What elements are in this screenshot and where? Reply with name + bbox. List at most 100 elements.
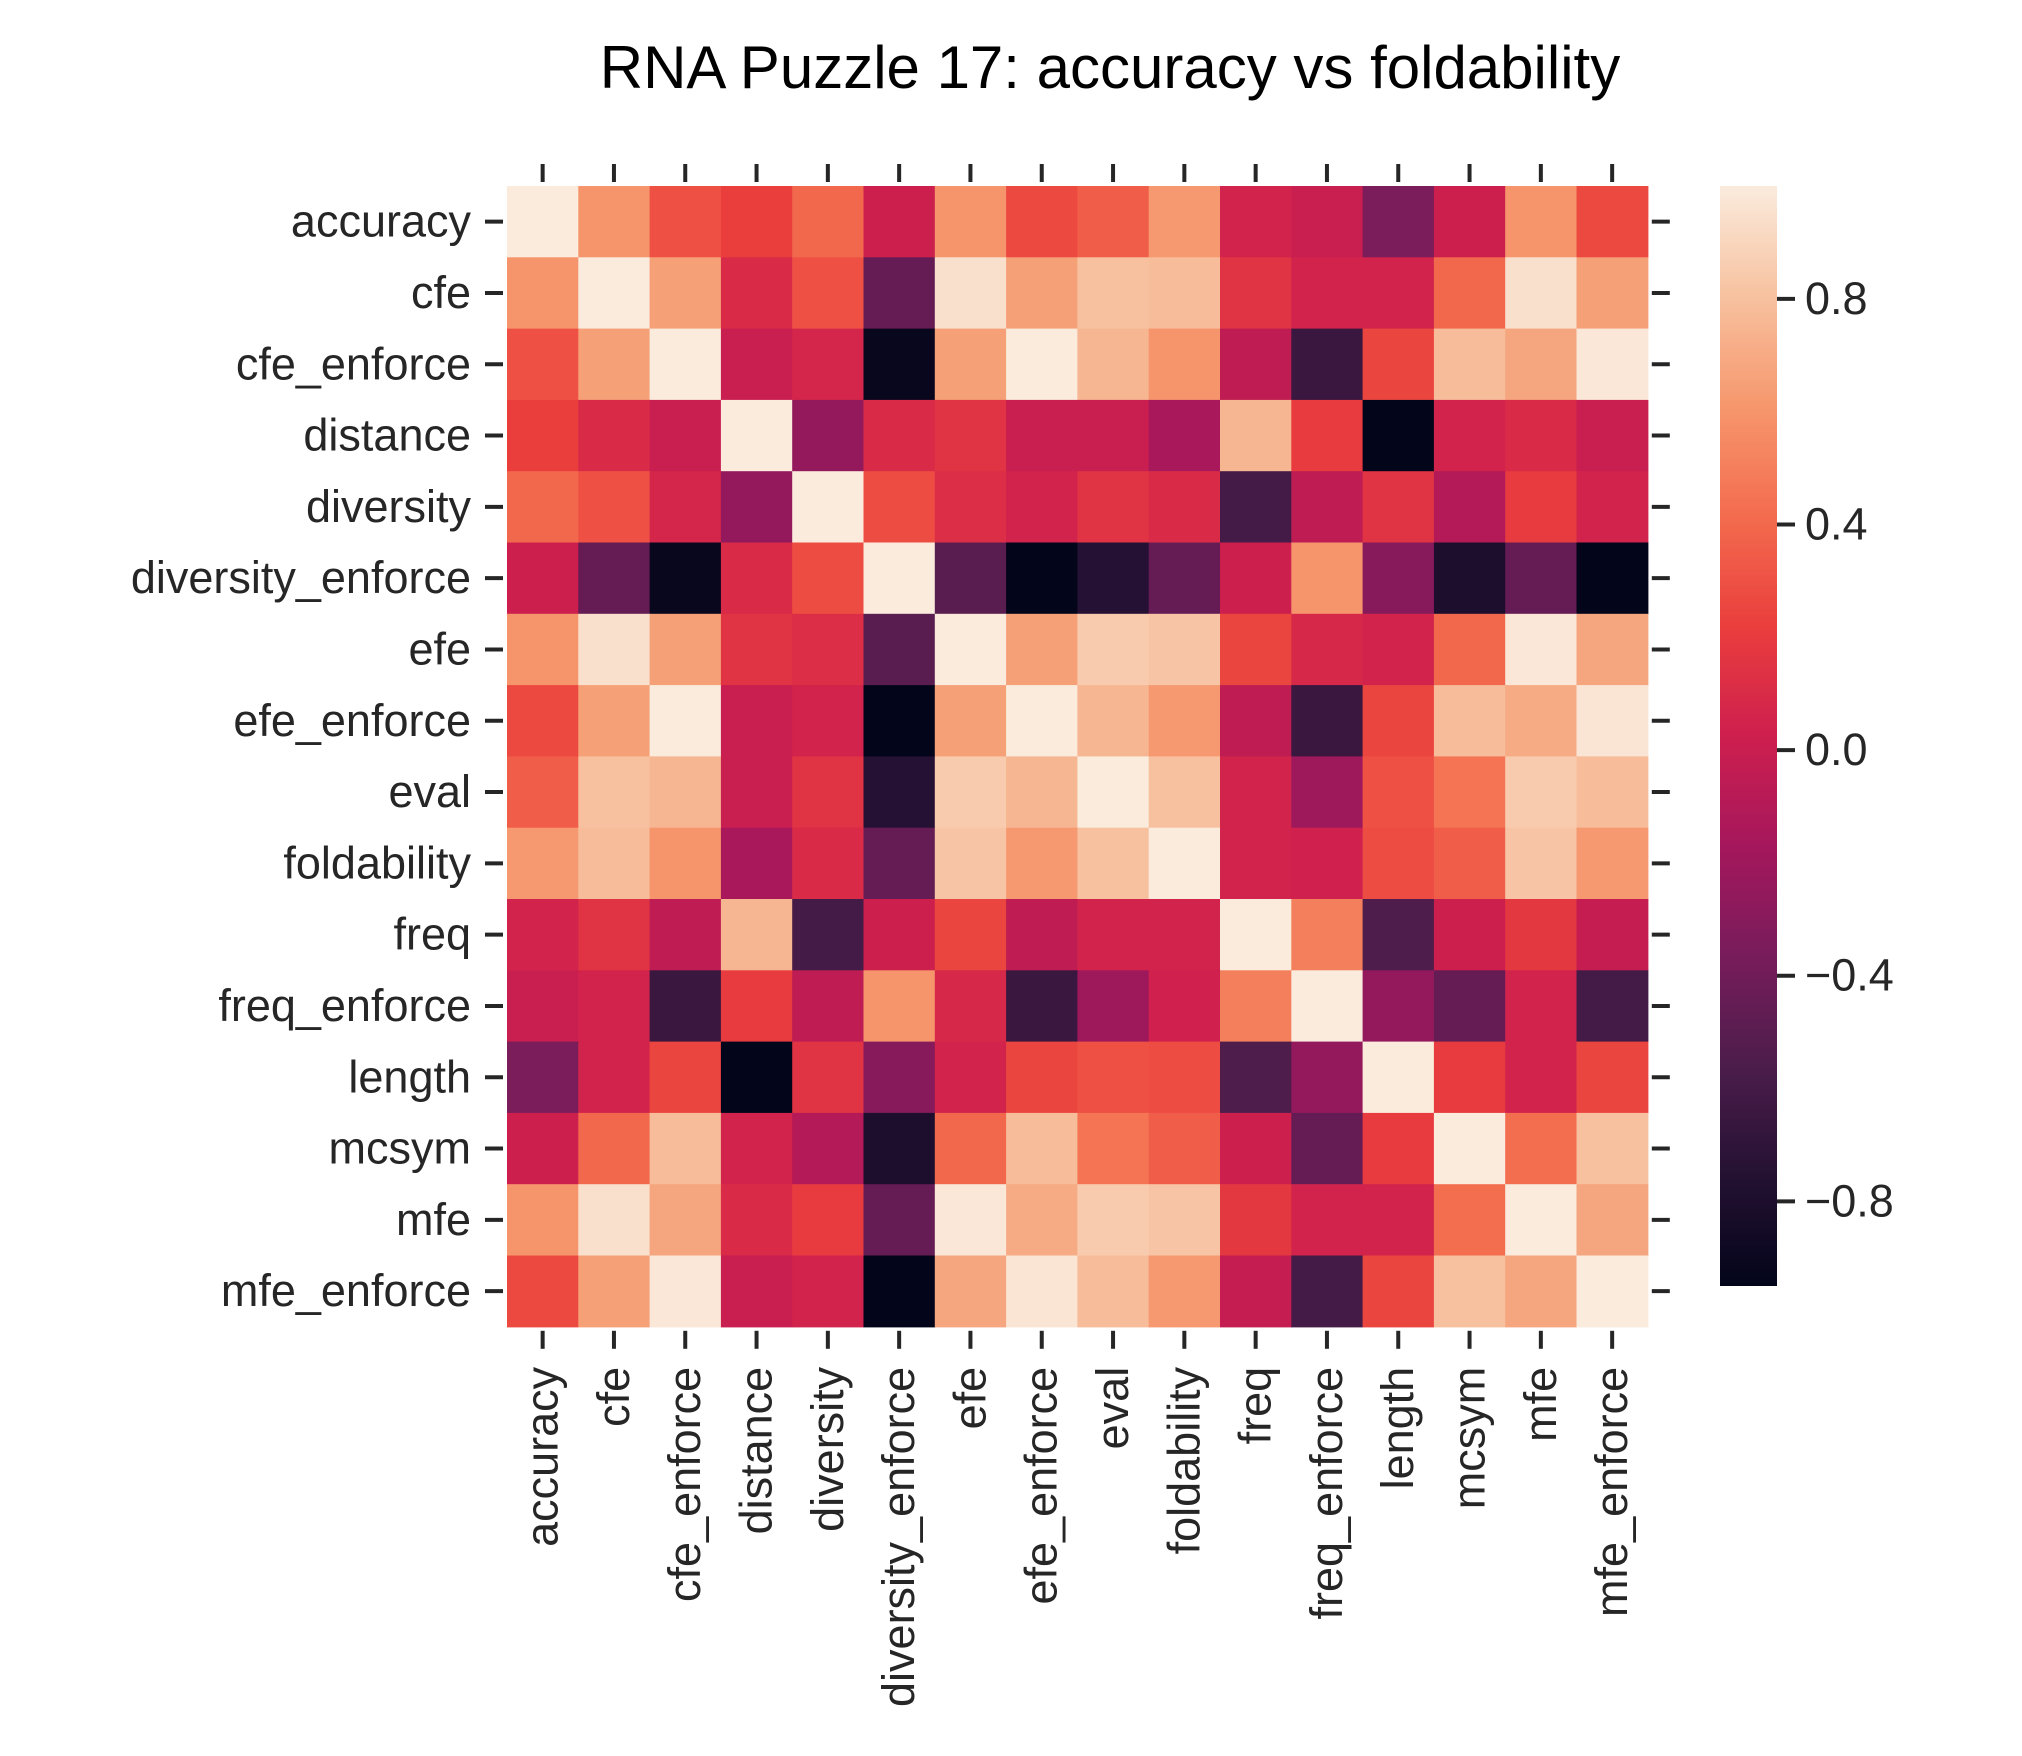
heatmap-cell-cfe_enforce-efe: [934, 328, 1007, 401]
heatmap-cell-freq_enforce-efe_enforce: [1006, 970, 1078, 1043]
heatmap-cell-cfe_enforce-mcsym: [1433, 328, 1506, 401]
heatmap-cell-freq_enforce-mfe_enforce: [1576, 970, 1649, 1043]
heatmap-cell-eval-eval: [1077, 756, 1150, 829]
heatmap-cell-diversity-length: [1362, 471, 1435, 544]
heatmap-cell-efe-efe: [934, 613, 1007, 686]
heatmap-cell-eval-cfe: [578, 756, 651, 829]
heatmap-cell-cfe_enforce-length: [1362, 328, 1435, 401]
heatmap-cell-eval-freq: [1220, 756, 1292, 829]
heatmap-cell-freq-diversity_enforce: [863, 899, 936, 971]
heatmap-cell-efe-mfe: [1505, 613, 1578, 686]
row-label-cfe: cfe: [411, 267, 471, 318]
heatmap-cell-mcsym-accuracy: [507, 1112, 579, 1185]
heatmap-cell-accuracy-cfe: [578, 186, 651, 258]
heatmap-cell-diversity_enforce-accuracy: [507, 542, 579, 615]
heatmap-cell-distance-efe_enforce: [1006, 399, 1078, 472]
heatmap-cell-mfe_enforce-freq_enforce: [1291, 1255, 1364, 1328]
heatmap-cell-length-accuracy: [507, 1041, 579, 1114]
heatmap-cell-freq_enforce-eval: [1077, 970, 1150, 1043]
heatmap-cell-diversity-freq: [1220, 471, 1292, 544]
heatmap-cell-freq-mfe_enforce: [1576, 899, 1649, 971]
heatmap-cell-length-foldability: [1148, 1041, 1221, 1114]
heatmap-cell-cfe-cfe_enforce: [649, 257, 722, 330]
heatmap-cell-freq-length: [1362, 899, 1435, 971]
heatmap-cell-efe_enforce-mcsym: [1433, 685, 1506, 757]
row-label-foldability: foldability: [283, 837, 471, 888]
heatmap-cell-diversity_enforce-mfe: [1505, 542, 1578, 615]
heatmap-cell-foldability-freq: [1220, 827, 1292, 900]
heatmap-cell-diversity_enforce-distance: [720, 542, 793, 615]
heatmap-cell-freq-mcsym: [1433, 899, 1506, 971]
heatmap-cell-efe_enforce-length: [1362, 685, 1435, 757]
heatmap-cell-distance-length: [1362, 399, 1435, 472]
heatmap-cell-freq_enforce-accuracy: [507, 970, 579, 1043]
heatmap-cell-distance-diversity_enforce: [863, 399, 936, 472]
heatmap-cell-efe_enforce-freq: [1220, 685, 1292, 757]
heatmap-cell-eval-mfe: [1505, 756, 1578, 829]
heatmap-cell-accuracy-cfe_enforce: [649, 186, 722, 258]
heatmap-cell-mfe-accuracy: [507, 1184, 579, 1257]
heatmap-cell-diversity_enforce-freq_enforce: [1291, 542, 1364, 615]
heatmap-cell-mfe-eval: [1077, 1184, 1150, 1257]
heatmap-cell-cfe_enforce-mfe_enforce: [1576, 328, 1649, 401]
heatmap-cell-diversity_enforce-length: [1362, 542, 1435, 615]
heatmap-cell-efe_enforce-foldability: [1148, 685, 1221, 757]
row-label-diversity_enforce: diversity_enforce: [131, 552, 471, 603]
heatmap-cell-efe_enforce-freq_enforce: [1291, 685, 1364, 757]
heatmap-cell-mfe_enforce-mfe_enforce: [1576, 1255, 1649, 1328]
heatmap-cell-eval-diversity_enforce: [863, 756, 936, 829]
heatmap-cell-cfe-accuracy: [507, 257, 579, 330]
column-label-freq: freq: [1230, 1367, 1281, 1445]
heatmap-cell-length-freq: [1220, 1041, 1292, 1114]
column-label-foldability: foldability: [1158, 1366, 1209, 1554]
heatmap-cell-mcsym-cfe: [578, 1112, 651, 1185]
heatmap-cell-cfe-efe_enforce: [1006, 257, 1078, 330]
heatmap-cell-distance-freq: [1220, 399, 1292, 472]
heatmap-cell-distance-freq_enforce: [1291, 399, 1364, 472]
heatmap-cell-mfe_enforce-accuracy: [507, 1255, 579, 1328]
heatmap-cell-mcsym-foldability: [1148, 1112, 1221, 1185]
heatmap-cell-diversity-freq_enforce: [1291, 471, 1364, 544]
heatmap-cell-efe-diversity_enforce: [863, 613, 936, 686]
heatmap-cell-diversity-mcsym: [1433, 471, 1506, 544]
heatmap-cell-accuracy-mcsym: [1433, 186, 1506, 258]
heatmap-cell-eval-mcsym: [1433, 756, 1506, 829]
heatmap-cell-accuracy-efe: [934, 186, 1007, 258]
heatmap-cell-cfe-distance: [720, 257, 793, 330]
heatmap-cell-mcsym-mfe_enforce: [1576, 1112, 1649, 1185]
heatmap-cell-eval-diversity: [792, 756, 865, 829]
heatmap-cell-freq-foldability: [1148, 899, 1221, 971]
heatmap-cell-accuracy-diversity: [792, 186, 865, 258]
heatmap-cell-mfe_enforce-efe_enforce: [1006, 1255, 1078, 1328]
heatmap-cell-cfe-diversity: [792, 257, 865, 330]
heatmap-cell-accuracy-freq: [1220, 186, 1292, 258]
heatmap-cell-cfe-freq_enforce: [1291, 257, 1364, 330]
heatmap-cell-foldability-distance: [720, 827, 793, 900]
heatmap-cell-efe-mcsym: [1433, 613, 1506, 686]
heatmap-cell-length-eval: [1077, 1041, 1150, 1114]
heatmap-cell-diversity-distance: [720, 471, 793, 544]
heatmap-cell-mcsym-freq_enforce: [1291, 1112, 1364, 1185]
heatmap-cell-diversity_enforce-mfe_enforce: [1576, 542, 1649, 615]
heatmap-cell-accuracy-efe_enforce: [1006, 186, 1078, 258]
heatmap-cell-cfe-freq: [1220, 257, 1292, 330]
heatmap-cell-freq-efe: [934, 899, 1007, 971]
column-label-cfe: cfe: [588, 1367, 639, 1427]
heatmap-cell-length-mcsym: [1433, 1041, 1506, 1114]
heatmap-cell-length-distance: [720, 1041, 793, 1114]
heatmap-cell-efe_enforce-diversity: [792, 685, 865, 757]
heatmap-cell-mfe-foldability: [1148, 1184, 1221, 1257]
heatmap-cell-length-efe: [934, 1041, 1007, 1114]
heatmap-cell-cfe_enforce-distance: [720, 328, 793, 401]
heatmap-cell-length-mfe: [1505, 1041, 1578, 1114]
heatmap-cell-mfe-length: [1362, 1184, 1435, 1257]
heatmap-cell-freq_enforce-distance: [720, 970, 793, 1043]
heatmap-cell-efe_enforce-mfe: [1505, 685, 1578, 757]
heatmap-cell-efe_enforce-cfe_enforce: [649, 685, 722, 757]
heatmap-cell-mfe-cfe_enforce: [649, 1184, 722, 1257]
heatmap-cell-mfe-mfe_enforce: [1576, 1184, 1649, 1257]
heatmap-cell-eval-freq_enforce: [1291, 756, 1364, 829]
heatmap-cell-mcsym-diversity_enforce: [863, 1112, 936, 1185]
heatmap-cell-efe_enforce-efe_enforce: [1006, 685, 1078, 757]
heatmap-cell-diversity-efe_enforce: [1006, 471, 1078, 544]
